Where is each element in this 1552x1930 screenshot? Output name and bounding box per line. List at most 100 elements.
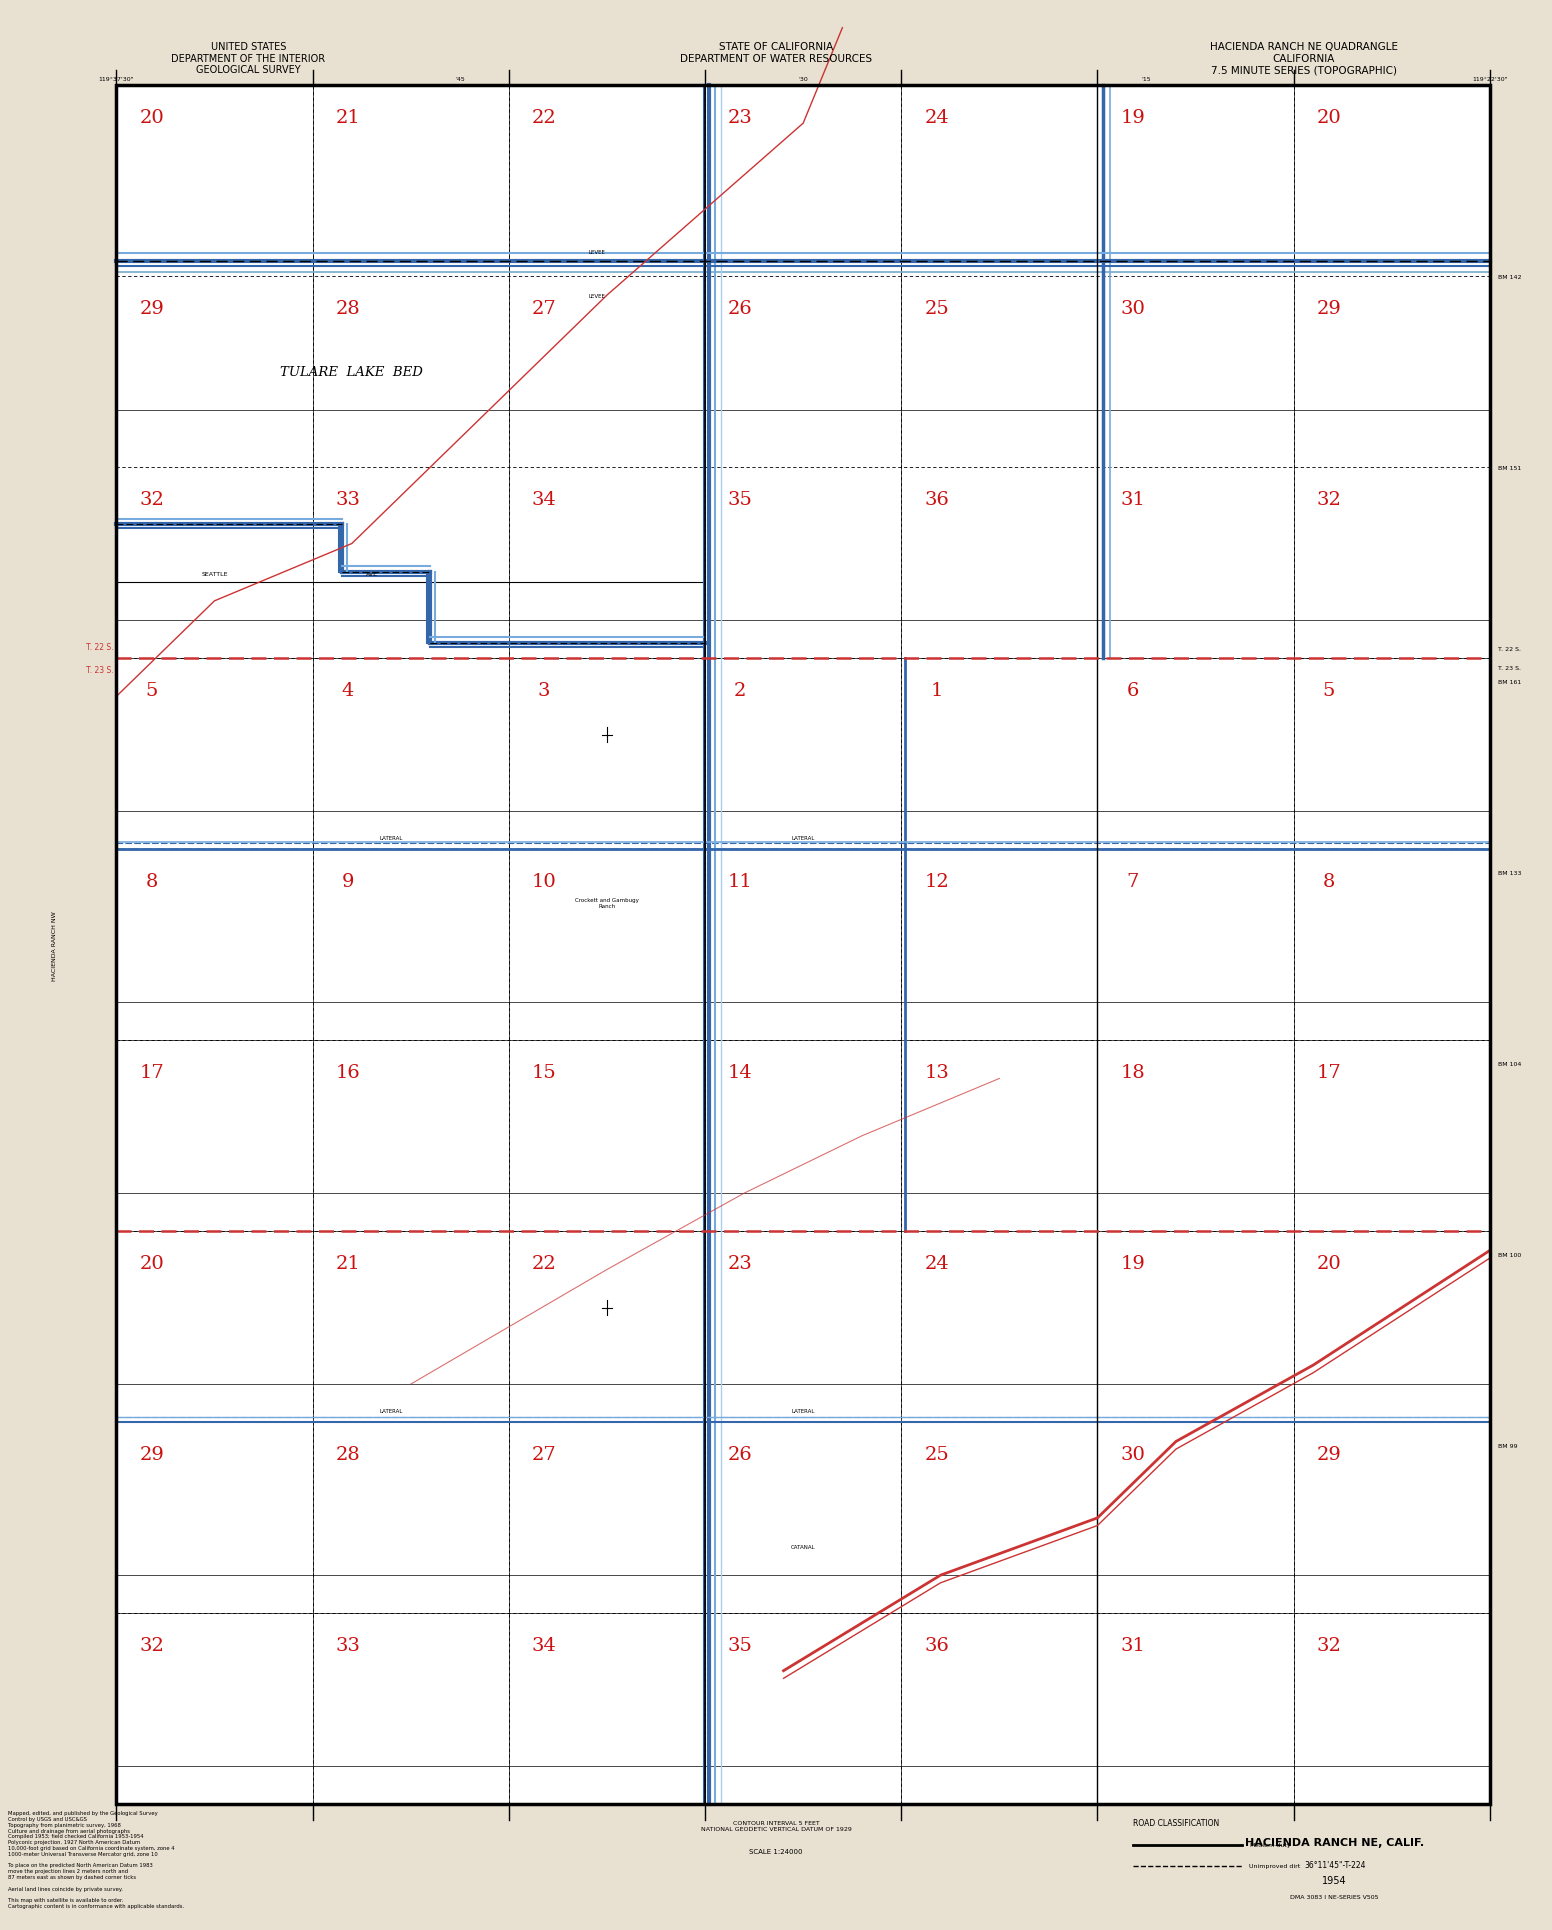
Text: TULARE  LAKE  BED: TULARE LAKE BED [281, 367, 424, 378]
Text: 20: 20 [1316, 1254, 1341, 1272]
Text: 1: 1 [930, 681, 942, 701]
Text: 26: 26 [728, 1446, 753, 1463]
Text: 9: 9 [341, 872, 354, 890]
Text: 29: 29 [1316, 299, 1341, 318]
Text: 36°11'45"-T-224: 36°11'45"-T-224 [1304, 1861, 1366, 1868]
Text: 24: 24 [923, 1254, 948, 1272]
Text: 32: 32 [140, 1637, 165, 1654]
Text: T. 22 S.: T. 22 S. [1498, 647, 1521, 652]
Text: LEVEE: LEVEE [588, 293, 605, 299]
Text: 28: 28 [335, 1446, 360, 1463]
Text: 22: 22 [532, 108, 557, 127]
Text: T. 23 S.: T. 23 S. [1498, 666, 1521, 672]
Text: 119°37'30": 119°37'30" [99, 77, 133, 83]
Text: STATE OF CALIFORNIA
DEPARTMENT OF WATER RESOURCES: STATE OF CALIFORNIA DEPARTMENT OF WATER … [680, 42, 872, 64]
Text: 20: 20 [140, 108, 165, 127]
Text: HACIENDA RANCH NE QUADRANGLE
CALIFORNIA
7.5 MINUTE SERIES (TOPOGRAPHIC): HACIENDA RANCH NE QUADRANGLE CALIFORNIA … [1209, 42, 1398, 75]
Text: 23: 23 [728, 108, 753, 127]
Text: 30: 30 [1121, 299, 1145, 318]
Text: BM 99: BM 99 [1498, 1444, 1518, 1448]
Text: 19: 19 [1121, 108, 1145, 127]
Text: 29: 29 [140, 1446, 165, 1463]
Text: 36: 36 [923, 490, 948, 510]
Text: 22: 22 [532, 1254, 557, 1272]
Text: T. 22 S.: T. 22 S. [85, 643, 113, 652]
Text: CONTOUR INTERVAL 5 FEET
NATIONAL GEODETIC VERTICAL DATUM OF 1929: CONTOUR INTERVAL 5 FEET NATIONAL GEODETI… [700, 1820, 852, 1830]
Text: 20: 20 [140, 1254, 165, 1272]
Text: 20: 20 [1316, 108, 1341, 127]
Text: 17: 17 [1316, 1063, 1341, 1081]
Text: 25: 25 [923, 299, 948, 318]
Text: T. 23 S.: T. 23 S. [85, 666, 113, 675]
Text: 31: 31 [1121, 1637, 1145, 1654]
Text: 26: 26 [728, 299, 753, 318]
Text: 13: 13 [923, 1063, 948, 1081]
Text: 5: 5 [146, 681, 158, 701]
Text: 34: 34 [532, 490, 557, 510]
Text: 23: 23 [728, 1254, 753, 1272]
Text: 34: 34 [532, 1637, 557, 1654]
Text: 14: 14 [728, 1063, 753, 1081]
Text: '45: '45 [455, 77, 464, 83]
Text: 18: 18 [1121, 1063, 1145, 1081]
Text: BM 100: BM 100 [1498, 1253, 1521, 1256]
Text: 21: 21 [335, 108, 360, 127]
Text: 29: 29 [1316, 1446, 1341, 1463]
Text: 33: 33 [335, 490, 360, 510]
Text: 24: 24 [923, 108, 948, 127]
Text: 2: 2 [734, 681, 747, 701]
Text: 19: 19 [1121, 1254, 1145, 1272]
Text: Crockett and Gambugy
Ranch: Crockett and Gambugy Ranch [574, 897, 639, 909]
Text: 30: 30 [1121, 1446, 1145, 1463]
Text: 1954: 1954 [1322, 1876, 1347, 1886]
Text: 119°22'30": 119°22'30" [1473, 77, 1507, 83]
Text: AVE: AVE [365, 571, 377, 577]
Text: 3: 3 [539, 681, 551, 701]
Text: LEVEE: LEVEE [588, 249, 605, 255]
Bar [116, 87, 1490, 1805]
Text: LATERAL: LATERAL [379, 1409, 404, 1413]
Text: 21: 21 [335, 1254, 360, 1272]
Text: Medium-duty: Medium-duty [1249, 1841, 1291, 1847]
Text: BM 161: BM 161 [1498, 679, 1521, 685]
Text: Mapped, edited, and published by the Geological Survey
Control by USGS and USC&G: Mapped, edited, and published by the Geo… [8, 1810, 183, 1909]
Text: 7: 7 [1127, 872, 1139, 890]
Text: 35: 35 [728, 1637, 753, 1654]
Text: 32: 32 [1316, 1637, 1341, 1654]
Text: UNITED STATES
DEPARTMENT OF THE INTERIOR
GEOLOGICAL SURVEY: UNITED STATES DEPARTMENT OF THE INTERIOR… [171, 42, 326, 75]
Text: '15: '15 [1142, 77, 1152, 83]
Text: 32: 32 [140, 490, 165, 510]
Text: 25: 25 [923, 1446, 948, 1463]
Text: 11: 11 [728, 872, 753, 890]
Text: 8: 8 [146, 872, 158, 890]
Text: BM 151: BM 151 [1498, 465, 1521, 471]
Text: HACIENDA RANCH NE, CALIF.: HACIENDA RANCH NE, CALIF. [1245, 1837, 1425, 1847]
Text: CATANAL: CATANAL [792, 1544, 815, 1550]
Text: BM 104: BM 104 [1498, 1062, 1521, 1065]
Text: 28: 28 [335, 299, 360, 318]
Text: 32: 32 [1316, 490, 1341, 510]
Text: LATERAL: LATERAL [792, 1409, 815, 1413]
Text: 16: 16 [335, 1063, 360, 1081]
Text: SEATTLE: SEATTLE [202, 571, 228, 577]
Text: 5: 5 [1322, 681, 1335, 701]
Text: DMA 3083 I NE-SERIES V505: DMA 3083 I NE-SERIES V505 [1290, 1893, 1380, 1899]
Text: LATERAL: LATERAL [792, 836, 815, 841]
Bar [116, 87, 1490, 1805]
Text: 17: 17 [140, 1063, 165, 1081]
Text: HACIENDA RANCH NW: HACIENDA RANCH NW [51, 911, 57, 980]
Text: 15: 15 [532, 1063, 557, 1081]
Text: 31: 31 [1121, 490, 1145, 510]
Text: '30: '30 [798, 77, 809, 83]
Text: ROAD CLASSIFICATION: ROAD CLASSIFICATION [1133, 1818, 1220, 1828]
Text: LATERAL: LATERAL [379, 836, 404, 841]
Text: 35: 35 [728, 490, 753, 510]
Text: 8: 8 [1322, 872, 1335, 890]
Text: 29: 29 [140, 299, 165, 318]
Text: 27: 27 [532, 299, 557, 318]
Text: 36: 36 [923, 1637, 948, 1654]
Text: 12: 12 [923, 872, 948, 890]
Text: BM 142: BM 142 [1498, 274, 1521, 280]
Text: 4: 4 [341, 681, 354, 701]
Text: 6: 6 [1127, 681, 1139, 701]
